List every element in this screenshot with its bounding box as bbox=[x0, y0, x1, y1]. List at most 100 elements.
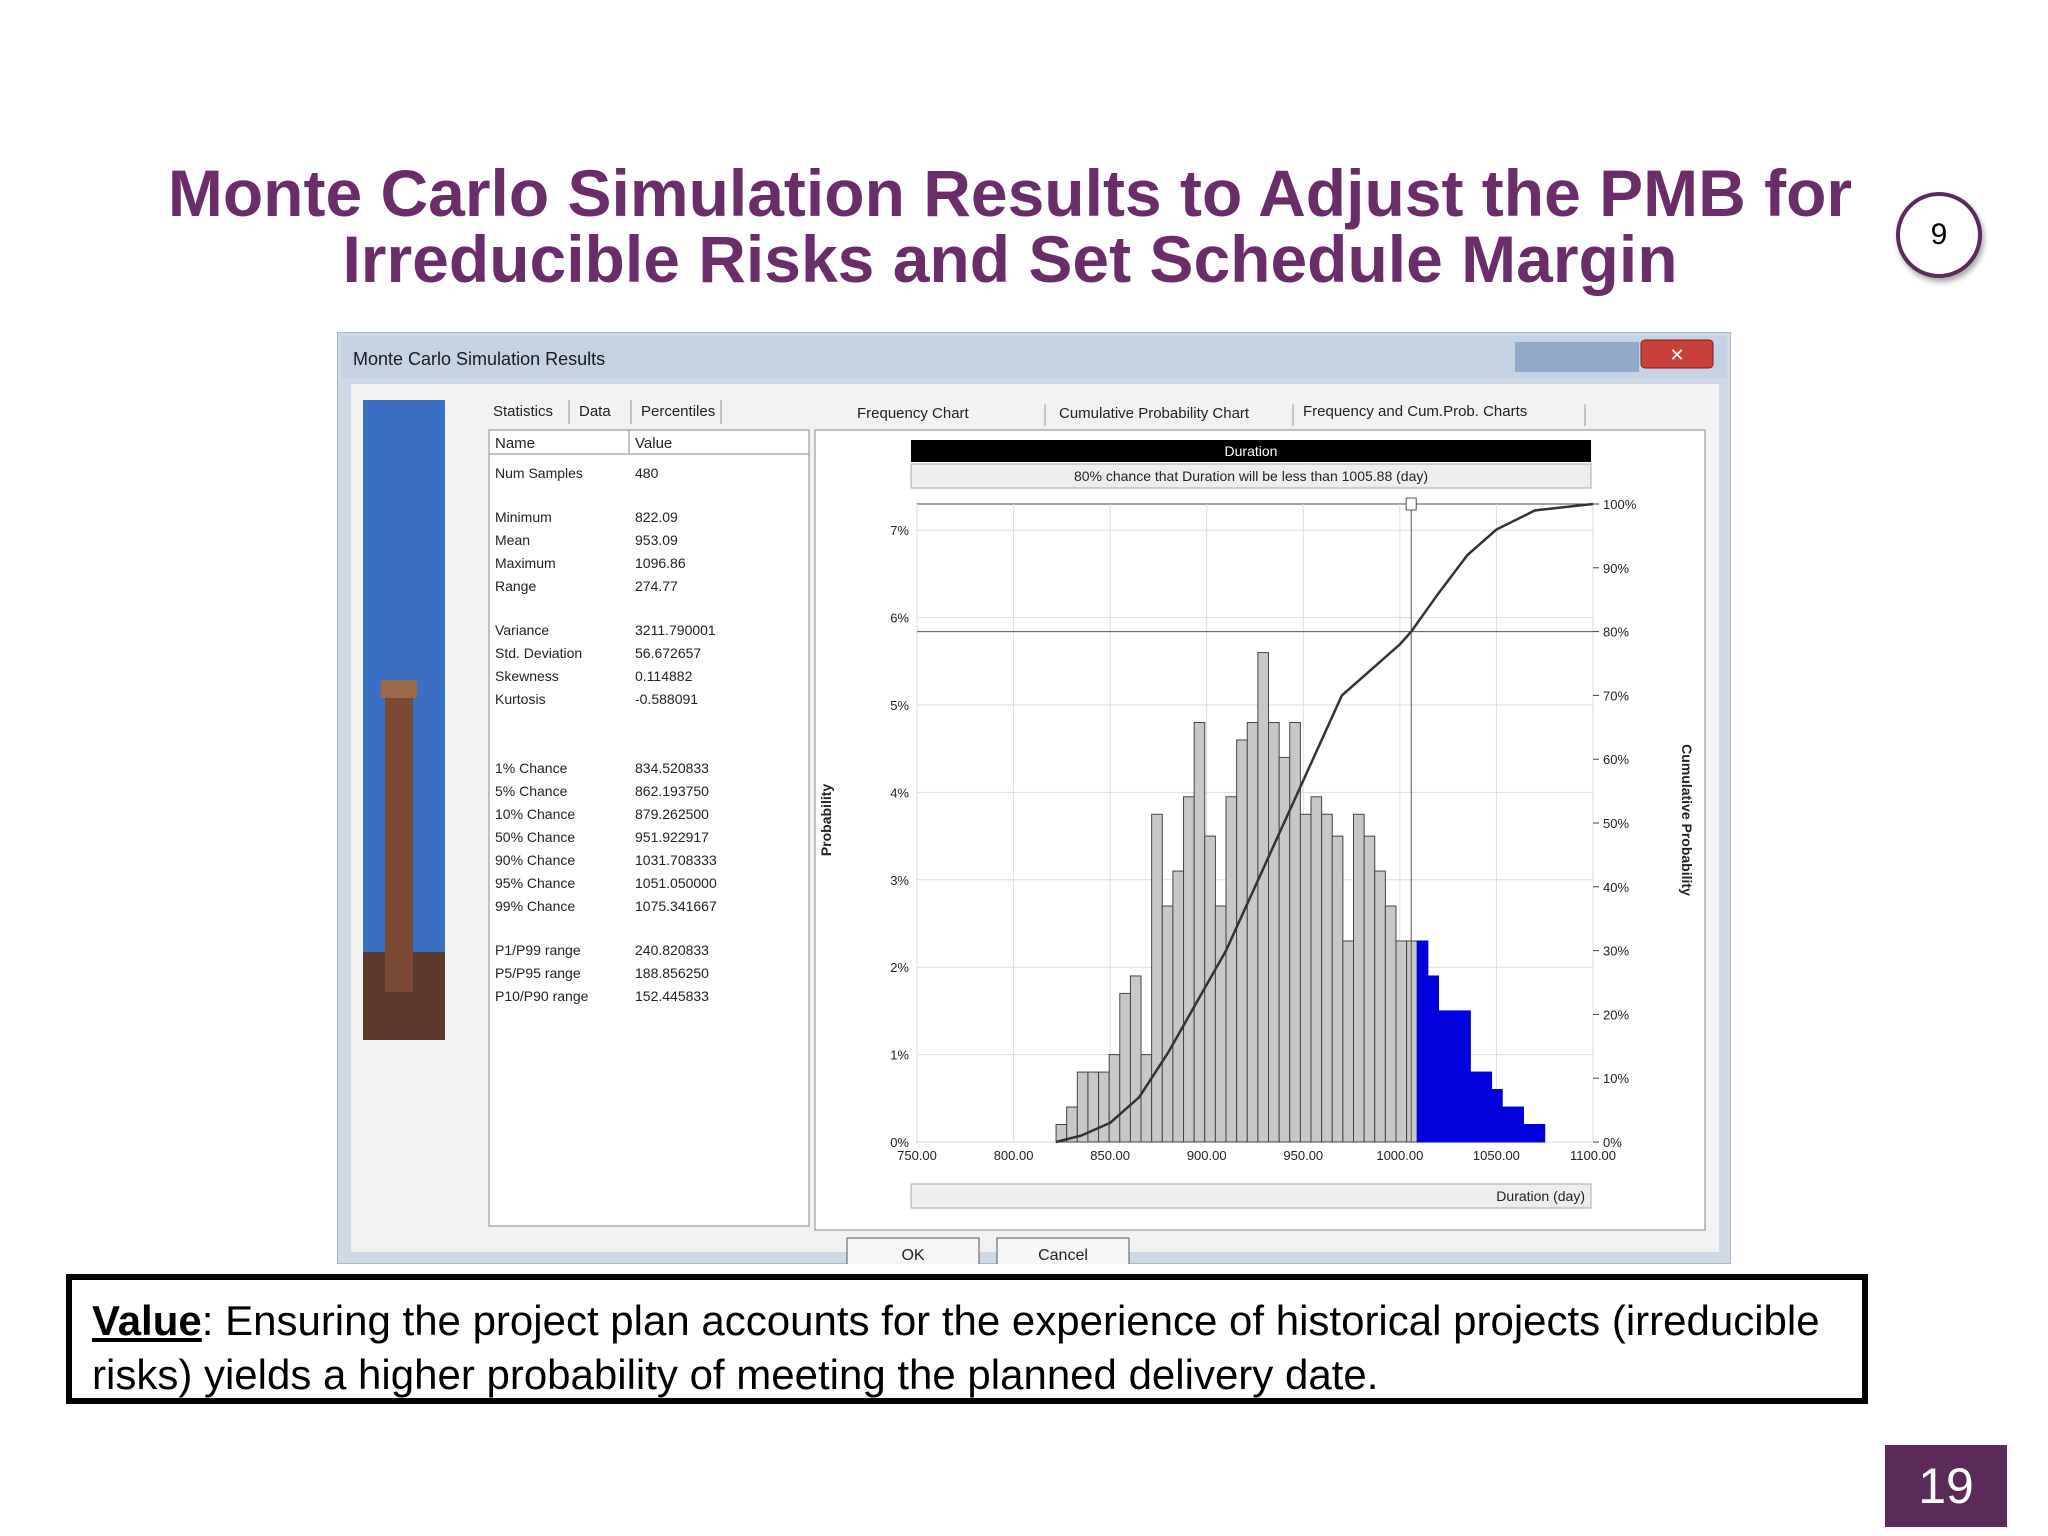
header-name[interactable]: Name bbox=[495, 435, 535, 452]
histogram-bar bbox=[1480, 1071, 1493, 1143]
x-tick-label: 900.00 bbox=[1187, 1148, 1227, 1163]
stat-name: Mean bbox=[495, 532, 530, 548]
cancel-button-label: Cancel bbox=[1038, 1247, 1088, 1264]
tab-data[interactable]: Data bbox=[579, 403, 611, 420]
y2-axis-label: Cumulative Probability bbox=[1679, 744, 1695, 896]
header-value[interactable]: Value bbox=[635, 435, 672, 452]
x-axis-label-box bbox=[910, 1183, 1592, 1209]
stat-name: 95% Chance bbox=[495, 875, 575, 891]
stats-table-header bbox=[488, 429, 810, 455]
histogram-bar bbox=[1448, 1010, 1461, 1143]
stat-name: Minimum bbox=[495, 509, 552, 525]
tab-frequency-chart[interactable]: Frequency Chart bbox=[857, 405, 970, 422]
histogram-bar bbox=[1236, 739, 1248, 1143]
histogram-bar bbox=[1299, 813, 1312, 1143]
stat-value: 1051.050000 bbox=[635, 875, 717, 891]
y2-tick-label: 40% bbox=[1603, 880, 1629, 895]
histogram-bar bbox=[1416, 940, 1429, 1143]
y-tick-label: 5% bbox=[890, 698, 909, 713]
histogram-bar bbox=[1459, 1010, 1471, 1143]
stat-name: Skewness bbox=[495, 668, 559, 684]
chart-subtitle: 80% chance that Duration will be less th… bbox=[1074, 468, 1428, 484]
stat-value: 834.520833 bbox=[635, 760, 709, 776]
histogram-bar bbox=[1406, 940, 1418, 1143]
section-badge: 9 bbox=[1896, 192, 1982, 278]
stat-name: Kurtosis bbox=[495, 691, 546, 707]
histogram-bar bbox=[1384, 905, 1397, 1143]
chart-title: Duration bbox=[1225, 443, 1278, 459]
cumulative-line bbox=[1055, 502, 1594, 1144]
stat-value: 1096.86 bbox=[635, 555, 686, 571]
stat-value: 274.77 bbox=[635, 578, 678, 594]
stats-rows: Num Samples 480 Minimum 822.09 Mean 953.09 Max… bbox=[495, 465, 717, 1004]
histogram-bar bbox=[1214, 905, 1227, 1143]
histogram-bar bbox=[1437, 1010, 1450, 1143]
stat-value: 953.09 bbox=[635, 532, 678, 548]
histogram-bar bbox=[1225, 796, 1238, 1143]
stat-name: P10/P90 range bbox=[495, 988, 589, 1004]
y-tick-label: 4% bbox=[890, 785, 909, 800]
simulation-results-window: Monte Carlo Simulation Results ✕ Statist… bbox=[336, 331, 1732, 1273]
value-label: Value bbox=[92, 1297, 202, 1344]
histogram-bar bbox=[1533, 1124, 1546, 1143]
y2-tick-label: 0% bbox=[1603, 1135, 1622, 1150]
stat-value: 879.262500 bbox=[635, 806, 709, 822]
y-tick-label: 0% bbox=[890, 1135, 909, 1150]
histogram-bar bbox=[1246, 721, 1259, 1143]
stat-value: 480 bbox=[635, 465, 659, 481]
tab-percentiles[interactable]: Percentiles bbox=[641, 403, 715, 420]
stat-value: 951.922917 bbox=[635, 829, 709, 845]
stat-value: 56.672657 bbox=[635, 645, 701, 661]
stat-name: P1/P99 range bbox=[495, 942, 581, 958]
x-tick-label: 850.00 bbox=[1090, 1148, 1130, 1163]
slide-title-line-2: Irreducible Risks and Set Schedule Margi… bbox=[342, 222, 1678, 296]
y2-tick-label: 50% bbox=[1603, 816, 1629, 831]
tab-freq-cum-charts[interactable]: Frequency and Cum.Prob. Charts bbox=[1303, 403, 1527, 420]
stat-value: 1031.708333 bbox=[635, 852, 717, 868]
window-title: Monte Carlo Simulation Results bbox=[353, 349, 605, 369]
histogram-bar bbox=[1257, 652, 1270, 1143]
y-tick-label: 6% bbox=[890, 611, 909, 626]
histogram-bar bbox=[1108, 1054, 1121, 1143]
x-axis-label: Duration (day) bbox=[1496, 1188, 1585, 1204]
histogram-bar bbox=[1076, 1071, 1089, 1143]
tab-cumulative-chart[interactable]: Cumulative Probability Chart bbox=[1059, 405, 1250, 422]
window-titlebar[interactable] bbox=[341, 336, 1727, 378]
x-tick-label: 800.00 bbox=[994, 1148, 1034, 1163]
y-tick-label: 2% bbox=[890, 960, 909, 975]
frequency-chart: 750.00 800.00 850.00 900.00 950.00 1000.00 105… bbox=[890, 497, 1636, 1163]
y-axis-label: Probability bbox=[818, 784, 834, 857]
histogram-bar bbox=[1119, 992, 1131, 1143]
histogram-bar bbox=[1268, 721, 1280, 1143]
histogram-bar bbox=[1522, 1124, 1535, 1143]
histogram-bar bbox=[1363, 835, 1376, 1143]
histogram-bar bbox=[1469, 1071, 1482, 1143]
stat-value: 862.193750 bbox=[635, 783, 709, 799]
titlebar-blur bbox=[1515, 342, 1639, 372]
stat-value: 822.09 bbox=[635, 509, 678, 525]
chart-title-bar bbox=[911, 440, 1591, 462]
histogram-bar bbox=[1512, 1106, 1524, 1143]
y2-tick-label: 60% bbox=[1603, 752, 1629, 767]
stat-value: -0.588091 bbox=[635, 691, 698, 707]
tower-shape bbox=[385, 692, 413, 992]
y-tick-label: 3% bbox=[890, 873, 909, 888]
histogram-bar bbox=[1310, 796, 1323, 1143]
stat-name: Range bbox=[495, 578, 536, 594]
stat-value: 152.445833 bbox=[635, 988, 709, 1004]
page-number: 19 bbox=[1885, 1445, 2007, 1527]
stat-name: Maximum bbox=[495, 555, 556, 571]
y2-tick-label: 70% bbox=[1603, 688, 1629, 703]
marker-handle[interactable] bbox=[1405, 497, 1417, 511]
stat-name: 90% Chance bbox=[495, 852, 575, 868]
tower-top bbox=[381, 680, 417, 698]
stat-name: 50% Chance bbox=[495, 829, 575, 845]
histogram-bar bbox=[1331, 835, 1344, 1143]
close-icon[interactable]: ✕ bbox=[1669, 345, 1684, 365]
x-tick-label: 1000.00 bbox=[1376, 1148, 1423, 1163]
histogram-bar bbox=[1342, 940, 1355, 1143]
tab-statistics[interactable]: Statistics bbox=[493, 403, 553, 420]
close-button[interactable] bbox=[1640, 339, 1714, 369]
stat-value: 240.820833 bbox=[635, 942, 709, 958]
histogram-bar bbox=[1289, 721, 1301, 1143]
